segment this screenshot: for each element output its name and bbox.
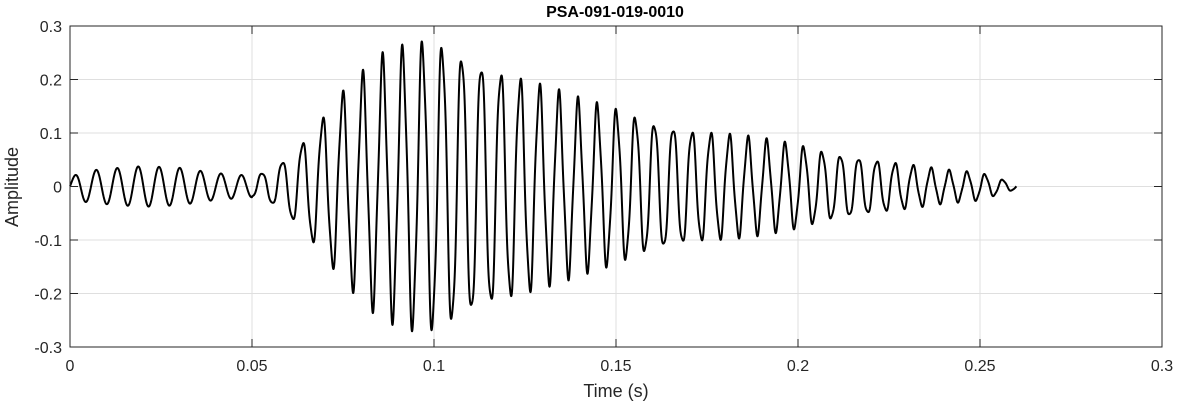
y-tick-label: 0.2 (40, 73, 62, 90)
y-axis-label: Amplitude (2, 147, 22, 227)
x-axis: 0 0.05 0.1 0.15 0.2 0.25 0.3 (66, 26, 1173, 375)
x-tick-label: 0.05 (236, 358, 267, 375)
x-tick-label: 0.15 (600, 358, 631, 375)
y-tick-label: -0.1 (34, 233, 62, 250)
x-tick-label: 0.3 (1151, 358, 1173, 375)
y-tick-label: 0.1 (40, 126, 62, 143)
y-tick-label: 0 (53, 180, 62, 197)
y-axis: -0.3 -0.2 -0.1 0 0.1 0.2 0.3 (34, 19, 1162, 357)
x-tick-label: 0.2 (787, 358, 809, 375)
x-tick-label: 0.1 (423, 358, 445, 375)
x-axis-label: Time (s) (583, 381, 648, 401)
y-tick-label: -0.3 (34, 340, 62, 357)
chart-title: PSA-091-019-0010 (546, 4, 684, 21)
waveform-line (69, 40, 1018, 333)
waveform-series (69, 40, 1018, 333)
y-tick-label: 0.3 (40, 19, 62, 36)
x-tick-label: 0 (66, 358, 75, 375)
x-tick-label: 0.25 (964, 358, 995, 375)
y-tick-label: -0.2 (34, 287, 62, 304)
